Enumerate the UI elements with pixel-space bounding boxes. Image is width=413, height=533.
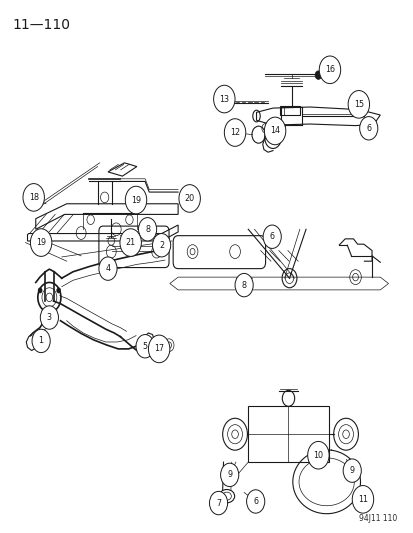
Text: 8: 8 bbox=[145, 225, 150, 234]
Circle shape bbox=[351, 486, 373, 513]
Circle shape bbox=[263, 225, 280, 248]
Text: 3: 3 bbox=[47, 313, 52, 322]
Text: 8: 8 bbox=[241, 280, 246, 289]
Text: 4: 4 bbox=[105, 264, 110, 273]
Text: 17: 17 bbox=[154, 344, 164, 353]
Text: 10: 10 bbox=[313, 451, 323, 460]
Circle shape bbox=[23, 183, 44, 211]
Circle shape bbox=[40, 306, 58, 329]
Circle shape bbox=[264, 117, 285, 145]
Circle shape bbox=[138, 217, 156, 241]
Circle shape bbox=[136, 335, 154, 358]
Text: 6: 6 bbox=[366, 124, 370, 133]
Text: 5: 5 bbox=[142, 342, 147, 351]
Text: 1: 1 bbox=[38, 336, 43, 345]
Circle shape bbox=[246, 490, 264, 513]
Circle shape bbox=[209, 491, 227, 515]
Circle shape bbox=[342, 459, 361, 482]
Circle shape bbox=[30, 229, 52, 256]
Circle shape bbox=[178, 184, 200, 212]
Text: 14: 14 bbox=[269, 126, 280, 135]
Circle shape bbox=[307, 441, 328, 469]
Circle shape bbox=[99, 257, 117, 280]
Circle shape bbox=[38, 288, 42, 293]
Circle shape bbox=[125, 186, 146, 214]
Text: 21: 21 bbox=[125, 238, 135, 247]
Circle shape bbox=[120, 229, 141, 256]
Circle shape bbox=[57, 288, 61, 293]
Circle shape bbox=[47, 309, 51, 314]
Circle shape bbox=[213, 85, 235, 113]
Text: 19: 19 bbox=[131, 196, 141, 205]
Text: 16: 16 bbox=[324, 66, 334, 74]
Text: 7: 7 bbox=[216, 498, 221, 507]
Text: 6: 6 bbox=[253, 497, 258, 506]
Circle shape bbox=[359, 117, 377, 140]
Text: 12: 12 bbox=[230, 128, 240, 137]
Text: 13: 13 bbox=[219, 94, 229, 103]
Text: 6: 6 bbox=[269, 232, 274, 241]
Circle shape bbox=[32, 329, 50, 353]
Text: 11—110: 11—110 bbox=[12, 18, 70, 31]
Text: 20: 20 bbox=[184, 194, 194, 203]
Circle shape bbox=[318, 56, 340, 84]
Circle shape bbox=[224, 119, 245, 147]
Circle shape bbox=[220, 463, 238, 487]
Circle shape bbox=[347, 91, 369, 118]
Circle shape bbox=[235, 273, 253, 297]
Text: 15: 15 bbox=[353, 100, 363, 109]
Circle shape bbox=[152, 233, 170, 257]
Text: 9: 9 bbox=[349, 466, 354, 475]
Circle shape bbox=[314, 71, 321, 79]
Text: 19: 19 bbox=[36, 238, 46, 247]
Bar bbox=[280, 107, 299, 115]
Circle shape bbox=[148, 335, 169, 362]
Text: 11: 11 bbox=[357, 495, 367, 504]
Text: 2: 2 bbox=[159, 241, 164, 250]
Text: 18: 18 bbox=[28, 193, 38, 202]
Text: 9: 9 bbox=[227, 471, 232, 479]
Text: 94J11 110: 94J11 110 bbox=[358, 514, 396, 523]
